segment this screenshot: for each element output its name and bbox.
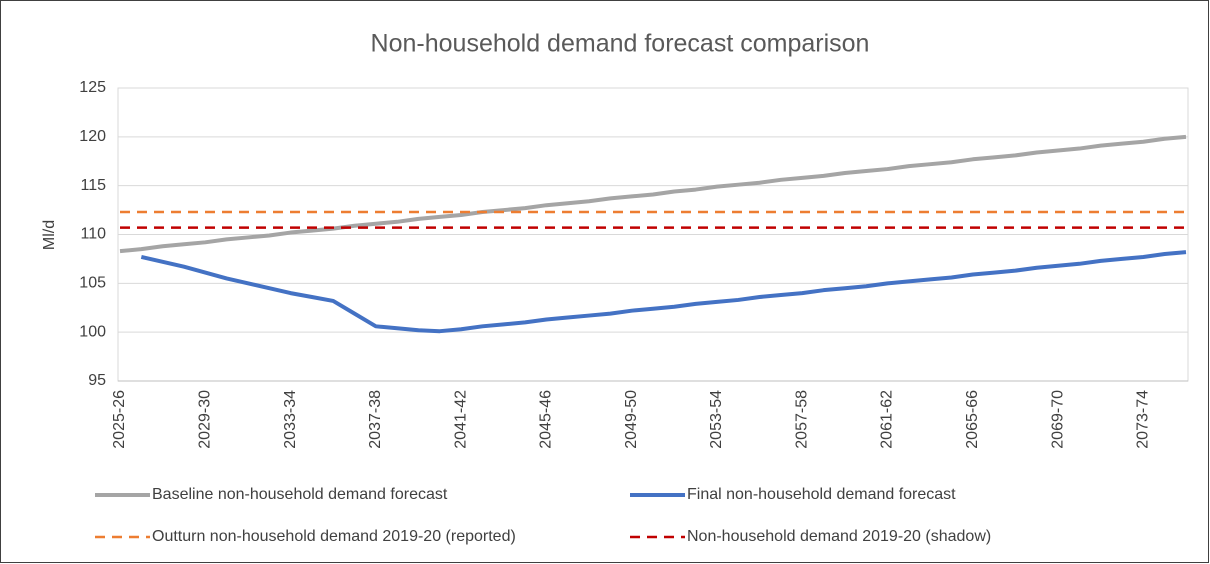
y-tick-label: 95: [88, 372, 106, 389]
x-tick-label: 2029-30: [196, 390, 213, 449]
legend-label: Outturn non-household demand 2019-20 (re…: [152, 528, 516, 545]
y-tick-label: 105: [79, 275, 106, 292]
x-tick-label: 2033-34: [282, 390, 299, 449]
y-tick-label: 115: [80, 177, 106, 194]
x-tick-label: 2069-70: [1049, 390, 1066, 449]
chart-title: Non-household demand forecast comparison: [371, 30, 870, 58]
x-tick-label: 2041-42: [452, 390, 469, 449]
legend-label: Non-household demand 2019-20 (shadow): [687, 528, 991, 545]
x-tick-label: 2025-26: [111, 390, 128, 449]
y-tick-label: 120: [79, 128, 106, 145]
legend-label: Baseline non-household demand forecast: [152, 486, 448, 503]
x-tick-label: 2061-62: [879, 390, 896, 449]
x-tick-label: 2045-46: [538, 390, 555, 449]
x-tick-label: 2057-58: [793, 390, 810, 449]
x-tick-label: 2037-38: [367, 390, 384, 449]
x-tick-label: 2053-54: [708, 390, 725, 449]
y-tick-label: 100: [79, 323, 106, 340]
x-tick-label: 2073-74: [1135, 390, 1152, 449]
x-tick-label: 2065-66: [964, 390, 981, 449]
y-tick-label: 125: [79, 79, 106, 96]
legend-label: Final non-household demand forecast: [687, 486, 956, 503]
x-tick-label: 2049-50: [623, 390, 640, 449]
series-line: [140, 250, 1187, 334]
y-axis-title: Ml/d: [41, 220, 58, 250]
y-tick-label: 110: [80, 226, 106, 243]
series-line: [119, 134, 1187, 254]
